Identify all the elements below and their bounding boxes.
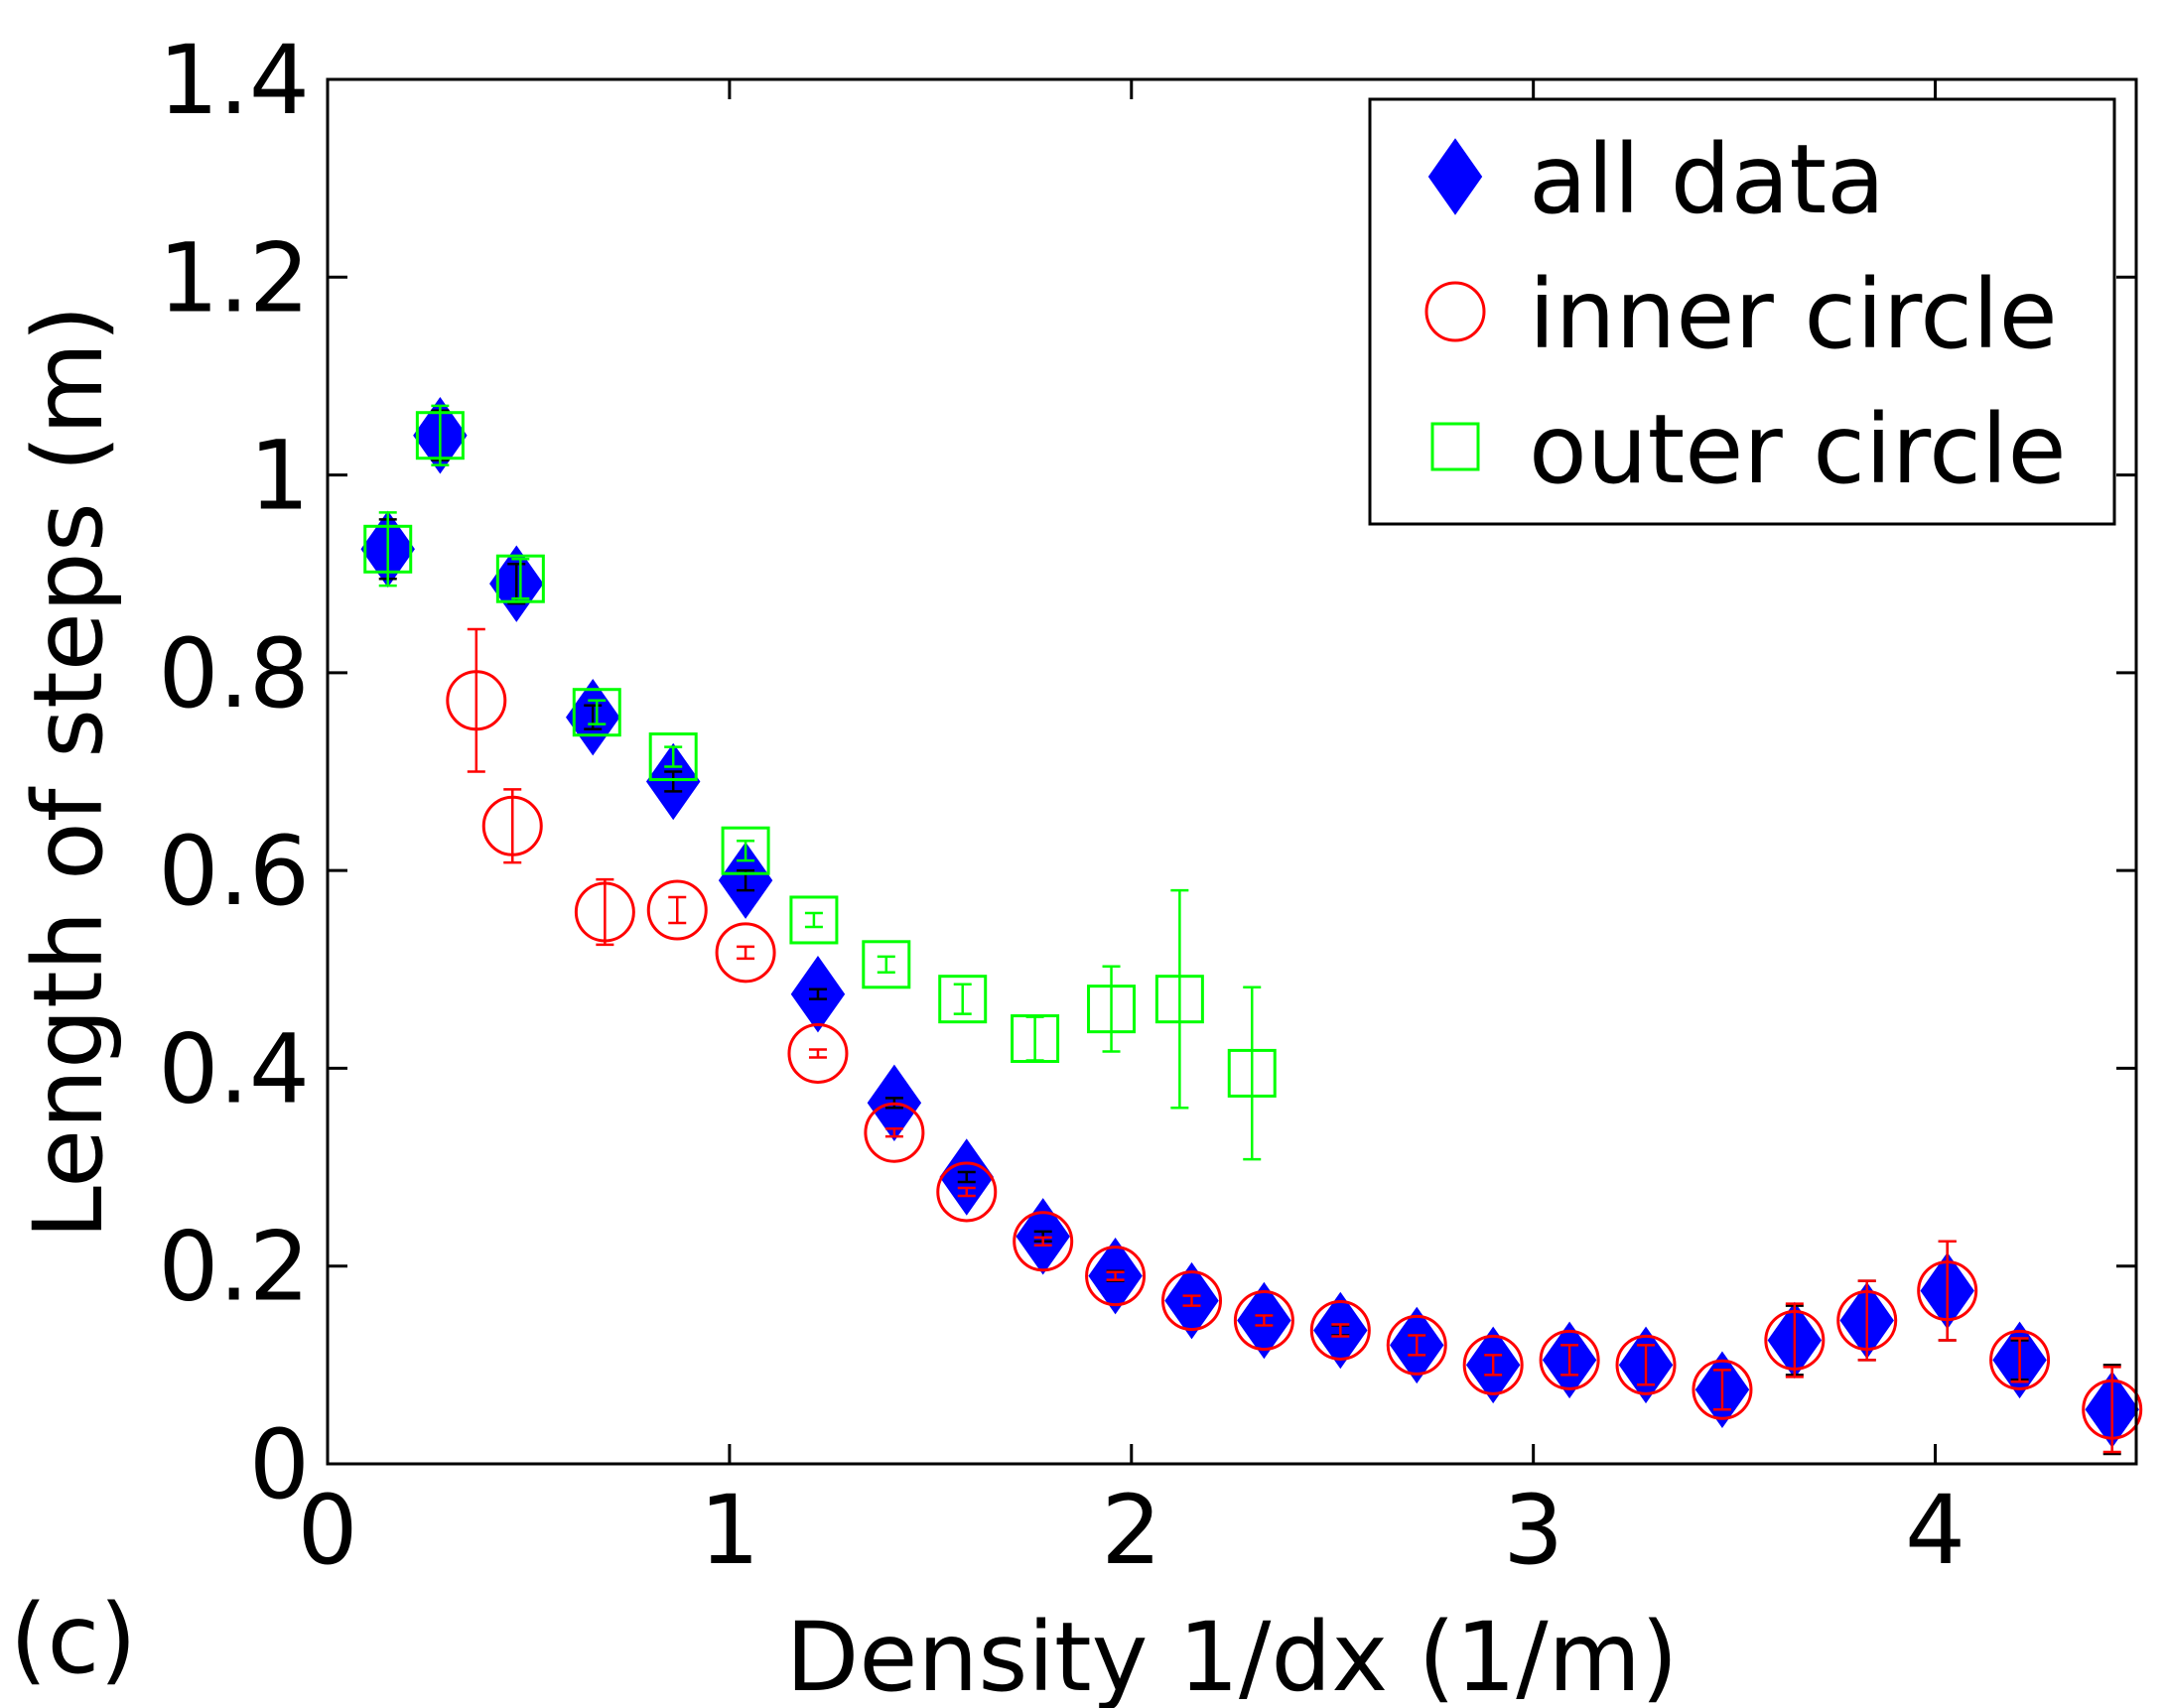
point-outer-circle xyxy=(648,732,698,782)
point-inner-circle xyxy=(715,922,776,984)
error-bar-inner-circle xyxy=(467,627,485,773)
error-bar-outer-circle xyxy=(1102,965,1121,1053)
error-bar-inner-circle xyxy=(1484,1354,1503,1377)
error-bar-inner-circle xyxy=(1255,1314,1274,1327)
point-inner-circle xyxy=(1085,1246,1147,1307)
legend-marker-inner-circle xyxy=(1424,281,1486,342)
error-bar-inner-circle xyxy=(1785,1302,1804,1379)
point-inner-circle xyxy=(1386,1314,1447,1376)
error-bar-outer-circle xyxy=(877,955,895,975)
point-outer-circle xyxy=(938,975,988,1024)
error-bar-inner-circle xyxy=(957,1186,976,1198)
point-inner-circle xyxy=(1539,1329,1600,1390)
error-bar-inner-circle xyxy=(737,945,755,961)
x-tick-label: 3 xyxy=(1503,1475,1563,1586)
error-bar-inner-circle xyxy=(1331,1323,1350,1338)
series-outer-circle xyxy=(363,404,1277,1161)
error-bar-inner-circle xyxy=(1637,1344,1656,1386)
point-inner-circle xyxy=(936,1161,998,1223)
error-bar-inner-circle xyxy=(808,1048,827,1059)
error-bar-outer-circle xyxy=(431,404,450,466)
error-bar-outer-circle xyxy=(664,745,683,768)
x-tick-label: 0 xyxy=(297,1475,357,1586)
error-bar-all-data xyxy=(664,770,683,793)
y-tick-label: 0.2 xyxy=(158,1212,310,1323)
point-outer-circle xyxy=(572,688,621,737)
error-bar-inner-circle xyxy=(1033,1236,1052,1248)
error-bar-all-data xyxy=(957,1170,976,1184)
error-bar-inner-circle xyxy=(503,788,522,864)
x-tick-label: 1 xyxy=(699,1475,759,1586)
error-bar-inner-circle xyxy=(596,877,614,947)
error-bar-outer-circle xyxy=(1170,888,1189,1110)
error-bar-outer-circle xyxy=(953,983,972,1015)
y-tick-label: 0.8 xyxy=(158,618,310,729)
error-bar-inner-circle xyxy=(668,895,687,925)
error-bar-inner-circle xyxy=(1938,1240,1957,1342)
point-inner-circle xyxy=(1233,1290,1294,1352)
series-inner-circle xyxy=(446,627,2143,1454)
point-inner-circle xyxy=(787,1022,849,1084)
error-bar-all-data xyxy=(808,987,827,1000)
point-outer-circle xyxy=(862,940,911,989)
error-bar-outer-circle xyxy=(378,511,397,588)
error-bar-inner-circle xyxy=(1857,1279,1876,1362)
error-bar-inner-circle xyxy=(1712,1369,1731,1411)
point-inner-circle xyxy=(1161,1270,1223,1332)
error-bar-inner-circle xyxy=(884,1126,903,1138)
legend-entry-inner-circle: inner circle xyxy=(1424,259,2058,370)
y-tick-label: 0.6 xyxy=(158,816,310,927)
point-inner-circle xyxy=(1013,1211,1074,1272)
y-tick-label: 1.4 xyxy=(158,25,310,136)
error-bar-all-data xyxy=(507,563,526,605)
legend-box xyxy=(1368,97,2116,526)
legend-label-inner-circle: inner circle xyxy=(1529,259,2058,370)
error-bar-outer-circle xyxy=(804,911,823,929)
x-tick-labels: 0 1 2 3 4 xyxy=(297,1475,1965,1586)
error-bar-outer-circle xyxy=(588,699,607,725)
y-axis-title: Length of steps (m) xyxy=(13,305,124,1239)
point-inner-circle xyxy=(1309,1299,1371,1361)
point-outer-circle xyxy=(789,895,839,945)
legend: all data inner circle outer circle xyxy=(1368,97,2116,526)
point-inner-circle xyxy=(646,879,708,941)
error-bar-outer-circle xyxy=(737,840,755,862)
y-tick-label: 0 xyxy=(249,1409,310,1520)
x-tick-label: 4 xyxy=(1905,1475,1965,1586)
axis-ticks xyxy=(326,77,2136,1466)
point-inner-circle xyxy=(1692,1359,1753,1420)
point-inner-circle xyxy=(1615,1334,1677,1395)
y-tick-label: 0.4 xyxy=(158,1013,310,1124)
error-bar-inner-circle xyxy=(1560,1344,1579,1377)
error-bar-inner-circle xyxy=(1182,1294,1201,1307)
point-outer-circle xyxy=(721,826,770,875)
legend-label-all-data: all data xyxy=(1529,124,1885,235)
error-bar-outer-circle xyxy=(1025,1015,1044,1062)
point-outer-circle xyxy=(495,554,545,603)
error-bar-inner-circle xyxy=(1408,1334,1426,1357)
error-bar-inner-circle xyxy=(2010,1337,2029,1383)
error-bar-inner-circle xyxy=(1106,1270,1125,1281)
y-tick-labels: 0 0.2 0.4 0.6 0.8 1 1.2 1.4 xyxy=(158,25,310,1520)
plot-area-frame xyxy=(326,77,2138,1466)
y-tick-label: 1.2 xyxy=(158,222,310,333)
x-tick-label: 2 xyxy=(1101,1475,1161,1586)
panel-label: (c) xyxy=(10,1584,137,1695)
legend-entry-all-data: all data xyxy=(1427,124,1885,235)
point-inner-circle xyxy=(864,1102,925,1163)
x-axis-title: Density 1/dx (1/m) xyxy=(785,1602,1678,1708)
point-inner-circle xyxy=(1462,1334,1524,1395)
point-inner-circle xyxy=(1989,1329,2051,1390)
data-marks xyxy=(360,396,2143,1456)
legend-marker-outer-circle xyxy=(1430,422,1480,471)
legend-entry-outer-circle: outer circle xyxy=(1430,394,2067,505)
y-tick-label: 1 xyxy=(249,421,310,532)
legend-label-outer-circle: outer circle xyxy=(1529,394,2067,505)
legend-marker-all-data xyxy=(1427,138,1483,215)
error-bar-outer-circle xyxy=(1243,985,1262,1161)
error-bar-outer-circle xyxy=(511,558,530,600)
error-bar-inner-circle xyxy=(2102,1366,2121,1454)
